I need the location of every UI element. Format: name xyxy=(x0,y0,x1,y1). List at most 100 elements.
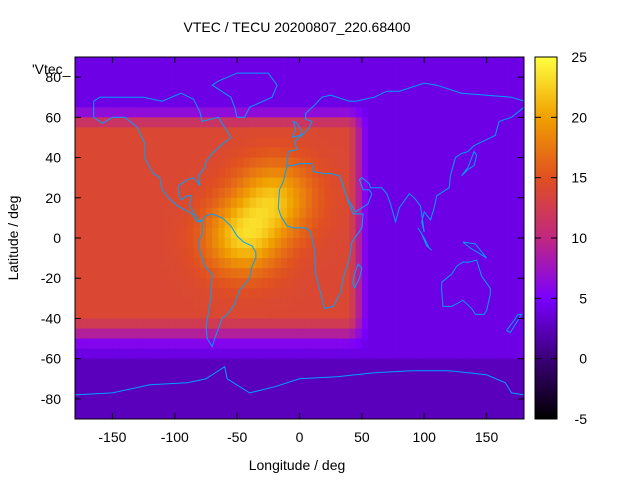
heatmap-cell xyxy=(349,57,357,68)
heatmap-cell xyxy=(336,248,344,259)
heatmap-cell xyxy=(511,398,519,410)
heatmap-cell xyxy=(336,217,344,229)
heatmap-cell xyxy=(156,368,163,380)
heatmap-cell xyxy=(131,308,138,320)
heatmap-cell xyxy=(386,408,394,419)
heatmap-cell xyxy=(112,97,120,108)
heatmap-cell xyxy=(499,57,506,68)
heatmap-cell xyxy=(368,97,375,108)
heatmap-cell xyxy=(99,348,107,360)
heatmap-cell xyxy=(287,358,294,370)
heatmap-cell xyxy=(349,378,357,390)
heatmap-cell xyxy=(230,77,238,88)
heatmap-cell xyxy=(436,87,444,98)
heatmap-cell xyxy=(368,227,375,239)
heatmap-cell xyxy=(324,398,332,410)
heatmap-cell xyxy=(212,147,220,159)
heatmap-cell xyxy=(199,67,207,78)
heatmap-cell xyxy=(174,207,182,219)
heatmap-cell xyxy=(293,197,301,209)
heatmap-cell xyxy=(112,268,120,279)
heatmap-cell xyxy=(374,137,382,149)
heatmap-cell xyxy=(374,378,382,390)
heatmap-cell xyxy=(255,378,263,390)
heatmap-cell xyxy=(305,127,313,139)
heatmap-cell xyxy=(374,258,382,269)
heatmap-cell xyxy=(106,57,114,68)
heatmap-cell xyxy=(436,298,444,309)
heatmap-cell xyxy=(517,177,524,189)
heatmap-cell xyxy=(193,328,201,340)
heatmap-cell xyxy=(168,67,176,78)
heatmap-cell xyxy=(118,278,126,289)
heatmap-cell xyxy=(355,217,363,229)
heatmap-cell xyxy=(449,107,457,118)
heatmap-cell xyxy=(318,308,326,320)
heatmap-cell xyxy=(368,217,375,229)
heatmap-cell xyxy=(205,207,213,219)
heatmap-cell xyxy=(349,408,357,419)
heatmap-cell xyxy=(505,258,513,269)
heatmap-cell xyxy=(174,378,182,390)
heatmap-cell xyxy=(156,217,163,229)
heatmap-cell xyxy=(505,288,513,299)
heatmap-cell xyxy=(255,278,263,289)
heatmap-cell xyxy=(143,238,151,249)
heatmap-cell xyxy=(118,117,126,128)
heatmap-cell xyxy=(449,318,457,330)
heatmap-cell xyxy=(230,398,238,410)
heatmap-cell xyxy=(461,157,469,169)
heatmap-cell xyxy=(436,227,444,239)
heatmap-cell xyxy=(230,268,238,279)
heatmap-cell xyxy=(330,368,338,380)
heatmap-cell xyxy=(162,177,170,189)
heatmap-cell xyxy=(218,308,226,320)
heatmap-cell xyxy=(243,87,251,98)
heatmap-cell xyxy=(181,268,188,279)
heatmap-cell xyxy=(75,288,82,299)
heatmap-cell xyxy=(455,278,463,289)
heatmap-cell xyxy=(75,398,82,410)
heatmap-cell xyxy=(187,278,195,289)
heatmap-cell xyxy=(274,298,282,309)
heatmap-cell xyxy=(361,77,369,88)
heatmap-cell xyxy=(399,408,407,419)
heatmap-cell xyxy=(81,378,89,390)
heatmap-cell xyxy=(399,388,407,400)
heatmap-cell xyxy=(181,258,188,269)
heatmap-cell xyxy=(93,147,101,159)
heatmap-cell xyxy=(118,368,126,380)
heatmap-cell xyxy=(149,107,157,118)
heatmap-cell xyxy=(162,97,170,108)
heatmap-cell xyxy=(380,177,388,189)
heatmap-cell xyxy=(505,268,513,279)
heatmap-cell xyxy=(274,187,282,199)
heatmap-cell xyxy=(324,207,332,219)
heatmap-cell xyxy=(212,318,220,330)
heatmap-cell xyxy=(181,77,188,88)
heatmap-cell xyxy=(374,368,382,380)
heatmap-cell xyxy=(355,207,363,219)
heatmap-cell xyxy=(399,177,407,189)
heatmap-cell xyxy=(212,97,220,108)
heatmap-cell xyxy=(343,107,350,118)
heatmap-cell xyxy=(212,378,220,390)
heatmap-cell xyxy=(505,147,513,159)
heatmap-cell xyxy=(374,358,382,370)
heatmap-cell xyxy=(324,248,332,259)
heatmap-cell xyxy=(480,398,488,410)
heatmap-cell xyxy=(349,137,357,149)
heatmap-cell xyxy=(474,157,481,169)
heatmap-cell xyxy=(393,117,400,128)
heatmap-cell xyxy=(517,358,524,370)
heatmap-cell xyxy=(492,268,500,279)
heatmap-cell xyxy=(199,87,207,98)
heatmap-cell xyxy=(405,388,413,400)
heatmap-cell xyxy=(274,157,282,169)
heatmap-cell xyxy=(305,157,313,169)
heatmap-cell xyxy=(299,398,307,410)
heatmap-cell xyxy=(99,227,107,239)
heatmap-cell xyxy=(417,147,425,159)
heatmap-cell xyxy=(293,127,301,139)
heatmap-cell xyxy=(499,348,506,360)
